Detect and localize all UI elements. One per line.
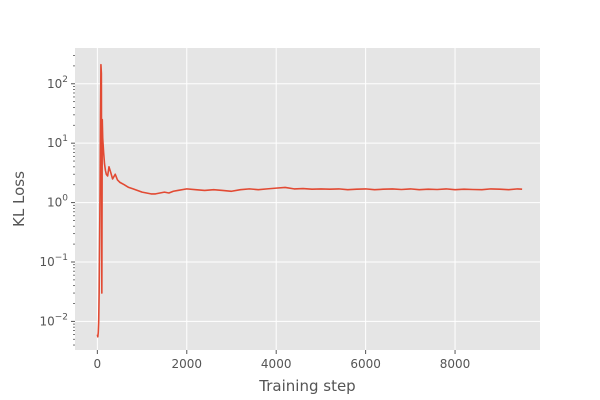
y-tick-label-exponent: −1 <box>55 253 68 263</box>
y-axis-title: KL Loss <box>10 171 28 227</box>
y-tick-label-exponent: 2 <box>62 75 68 85</box>
x-tick-label: 4000 <box>261 357 292 371</box>
series-layer <box>96 63 523 338</box>
x-axis: 0 2000 4000 6000 8000 <box>94 350 471 371</box>
y-tick-label-base: 10 <box>47 77 62 91</box>
x-tick-label: 8000 <box>440 357 471 371</box>
y-tick-label-base: 10 <box>39 255 54 269</box>
plot-background <box>75 48 540 350</box>
y-tick-label: 10−2 <box>39 312 68 328</box>
x-axis-title: Training step <box>258 377 355 395</box>
y-tick-label-exponent: 1 <box>62 134 68 144</box>
y-tick-label-exponent: 0 <box>62 194 68 204</box>
series-line <box>96 63 523 338</box>
x-tick-label: 2000 <box>172 357 203 371</box>
y-minor-ticks <box>73 55 75 346</box>
grid-lines <box>75 48 540 350</box>
y-tick-label: 100 <box>47 194 68 210</box>
x-tick-label: 6000 <box>350 357 381 371</box>
x-tick-label: 0 <box>94 357 102 371</box>
y-tick-label-base: 10 <box>47 196 62 210</box>
y-tick-label-exponent: −2 <box>55 312 68 322</box>
y-tick-label: 102 <box>47 75 68 91</box>
y-tick-label: 101 <box>47 134 68 150</box>
y-tick-label-base: 10 <box>47 136 62 150</box>
y-tick-label: 10−1 <box>39 253 68 269</box>
y-tick-label-base: 10 <box>39 314 54 328</box>
